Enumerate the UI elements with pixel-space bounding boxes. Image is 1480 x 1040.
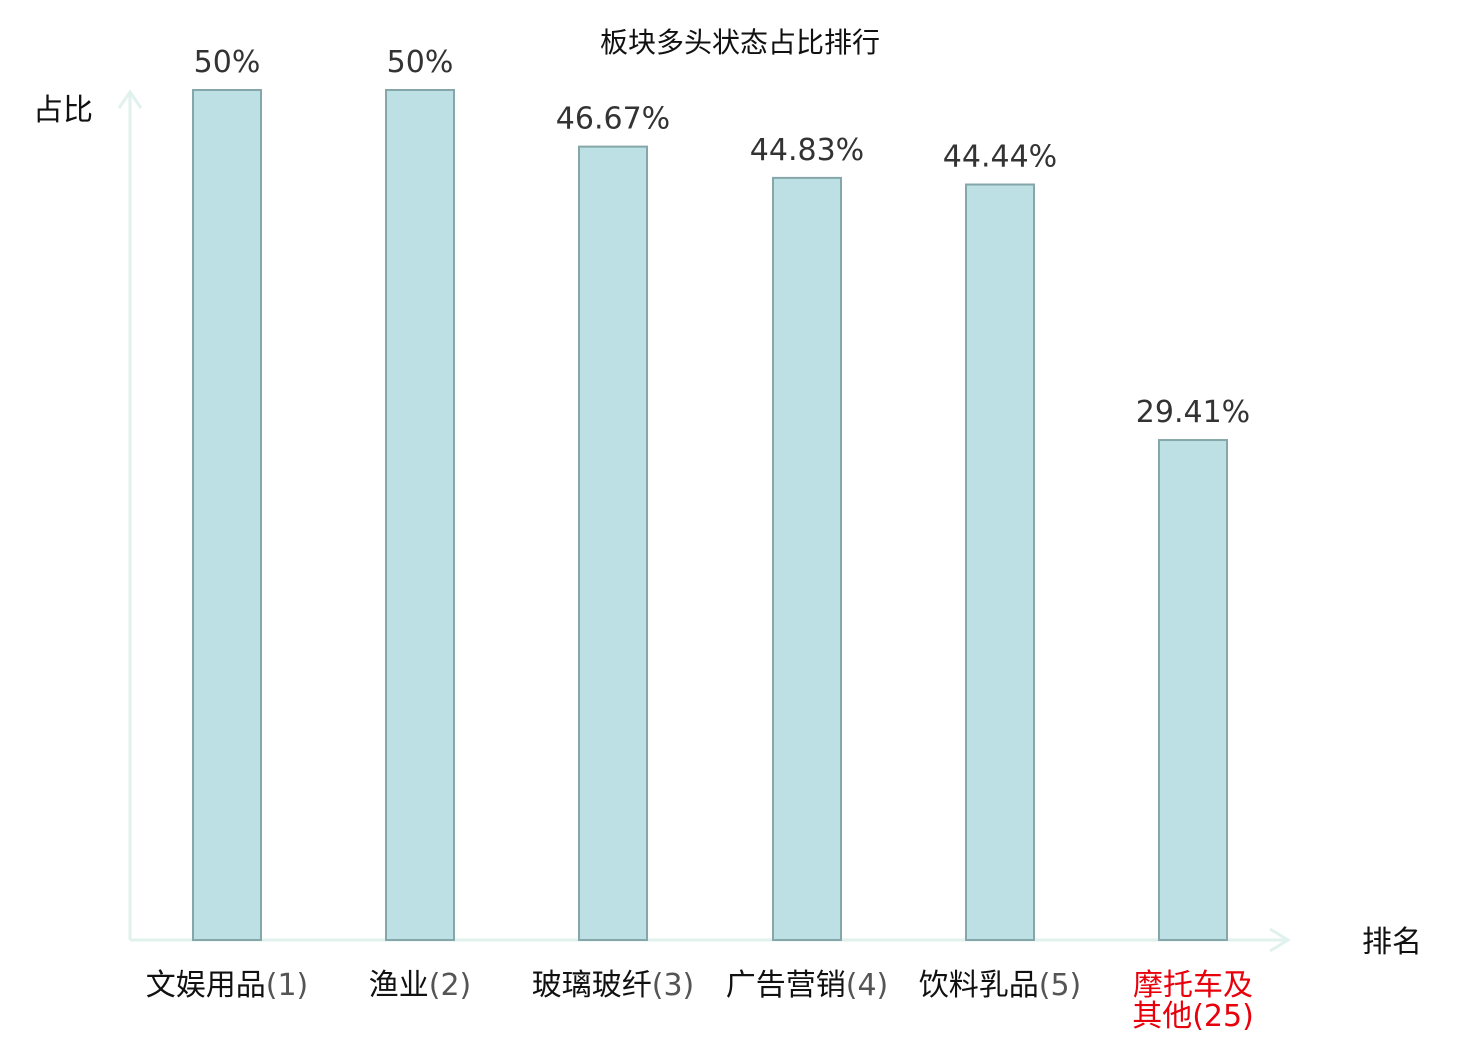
value-label-4: 44.83% (750, 133, 864, 168)
value-label-5: 44.44% (943, 140, 1057, 175)
x-tick-rank-1: (1) (266, 968, 309, 1003)
x-tick-name-2: 渔业 (369, 968, 429, 1003)
x-tick-name-6-line-2: 其他 (1132, 999, 1192, 1034)
x-tick-rank-5: (5) (1039, 968, 1082, 1003)
bar-5 (965, 183, 1035, 941)
value-label-3: 46.67% (556, 102, 670, 137)
x-tick-label-5: 饮料乳品(5) (919, 968, 1082, 1003)
y-axis-arrow (117, 89, 143, 109)
value-labels-layer: 50% 50% 46.67% 44.83% 44.44% 29.41% (194, 45, 1251, 430)
x-tick-rank-4: (4) (846, 968, 889, 1003)
x-tick-name-3: 玻璃玻纤 (532, 968, 652, 1003)
x-axis-arrow (1269, 927, 1291, 953)
y-axis-label: 占比 (33, 93, 93, 128)
x-tick-rank-3: (3) (652, 968, 695, 1003)
value-label-6: 29.41% (1136, 395, 1250, 430)
x-tick-label-2: 渔业(2) (369, 968, 472, 1003)
bar-2 (385, 89, 455, 941)
tick-labels-layer: 文娱用品(1) 渔业(2) 玻璃玻纤(3) 广告营销(4) 饮料乳品(5) 摩托车及其他(… (146, 968, 1254, 1034)
x-tick-label-3: 玻璃玻纤(3) (532, 968, 695, 1003)
bar-1 (192, 89, 262, 941)
x-tick-label-1: 文娱用品(1) (146, 968, 309, 1003)
x-tick-name-6-line-1: 摩托车及 (1133, 968, 1253, 1003)
bar-3 (578, 145, 648, 942)
x-tick-rank-6: (25) (1192, 999, 1254, 1034)
value-label-2: 50% (387, 45, 454, 80)
x-tick-label-6: 摩托车及其他(25) (1132, 968, 1254, 1034)
x-tick-name-1: 文娱用品 (146, 968, 266, 1003)
chart-title: 板块多头状态占比排行 (600, 26, 880, 59)
x-tick-label-4: 广告营销(4) (726, 968, 889, 1003)
bar-6 (1158, 439, 1228, 941)
bars-layer (192, 89, 1228, 942)
x-tick-name-4: 广告营销 (726, 968, 846, 1003)
value-label-1: 50% (194, 45, 261, 80)
x-axis-label: 排名 (1362, 925, 1422, 960)
x-tick-name-5: 饮料乳品 (919, 968, 1039, 1003)
x-tick-rank-2: (2) (429, 968, 472, 1003)
bar-4 (772, 176, 842, 941)
